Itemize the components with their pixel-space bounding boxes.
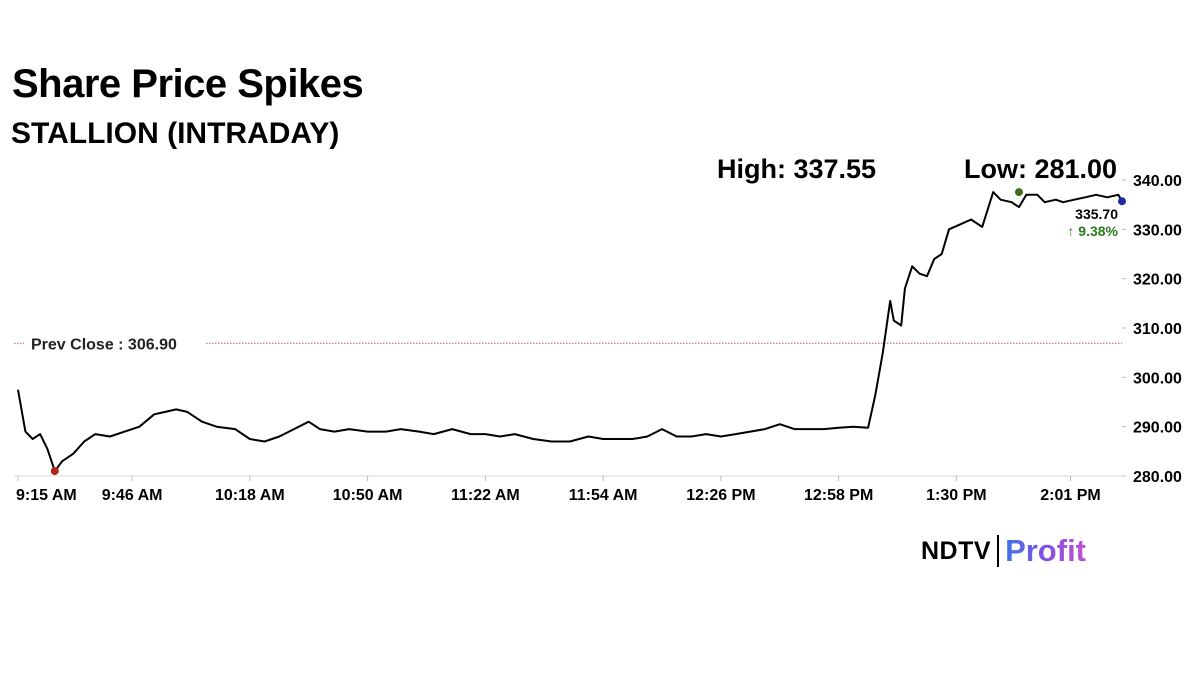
price-line-group: [17, 191, 1123, 473]
x-axis: 9:15 AM 9:46 AM 10:18 AM 10:50 AM 11:22 AM 11…: [14, 475, 1122, 504]
y-tick-label: 340.00: [1133, 173, 1182, 190]
low-marker: [50, 467, 59, 476]
price-line: [17, 191, 1123, 473]
x-tick-label: 10:18 AM: [215, 487, 285, 504]
high-label: High: 337.55: [717, 154, 877, 184]
x-tick-label: 12:58 PM: [804, 487, 873, 504]
x-tick-label: 1:30 PM: [926, 487, 986, 504]
y-tick-label: 290.00: [1133, 420, 1182, 437]
chart-title: Share Price Spikes: [12, 62, 364, 106]
x-tick-label: 11:54 AM: [569, 487, 638, 504]
y-tick-label: 330.00: [1133, 222, 1182, 239]
y-tick-label: 280.00: [1133, 469, 1182, 486]
logo-divider: [997, 535, 1000, 567]
y-axis: 280.00 290.00 300.00 310.00 320.00 330.00 340.…: [1122, 173, 1182, 486]
last-marker: [1118, 197, 1126, 206]
profit-wordmark: Profit: [1005, 533, 1086, 568]
ndtv-profit-logo: NDTV Profit: [921, 531, 1086, 571]
x-tick-label: 9:15 AM: [16, 487, 77, 504]
prev-close-group: Prev Close : 306.90: [14, 336, 1122, 353]
last-price-value: 335.70: [1075, 206, 1118, 222]
high-marker: [1014, 188, 1023, 197]
chart-subtitle: STALLION (INTRADAY): [11, 117, 340, 150]
y-tick-label: 320.00: [1133, 272, 1182, 289]
y-tick-label: 310.00: [1133, 321, 1182, 338]
x-tick-label: 2:01 PM: [1040, 487, 1100, 504]
x-tick-label: 12:26 PM: [686, 487, 755, 504]
x-tick-label: 9:46 AM: [102, 487, 163, 504]
last-price-labels: 335.70↑ 9.38%: [1067, 206, 1118, 239]
low-label: Low: 281.00: [964, 154, 1118, 184]
prev-close-label: Prev Close : 306.90: [31, 336, 177, 353]
x-tick-label: 11:22 AM: [451, 487, 520, 504]
ndtv-wordmark: NDTV: [921, 536, 992, 565]
y-tick-label: 300.00: [1133, 370, 1182, 387]
last-price-change: ↑ 9.38%: [1067, 223, 1118, 239]
markers: [50, 188, 1126, 476]
x-tick-label: 10:50 AM: [333, 487, 403, 504]
